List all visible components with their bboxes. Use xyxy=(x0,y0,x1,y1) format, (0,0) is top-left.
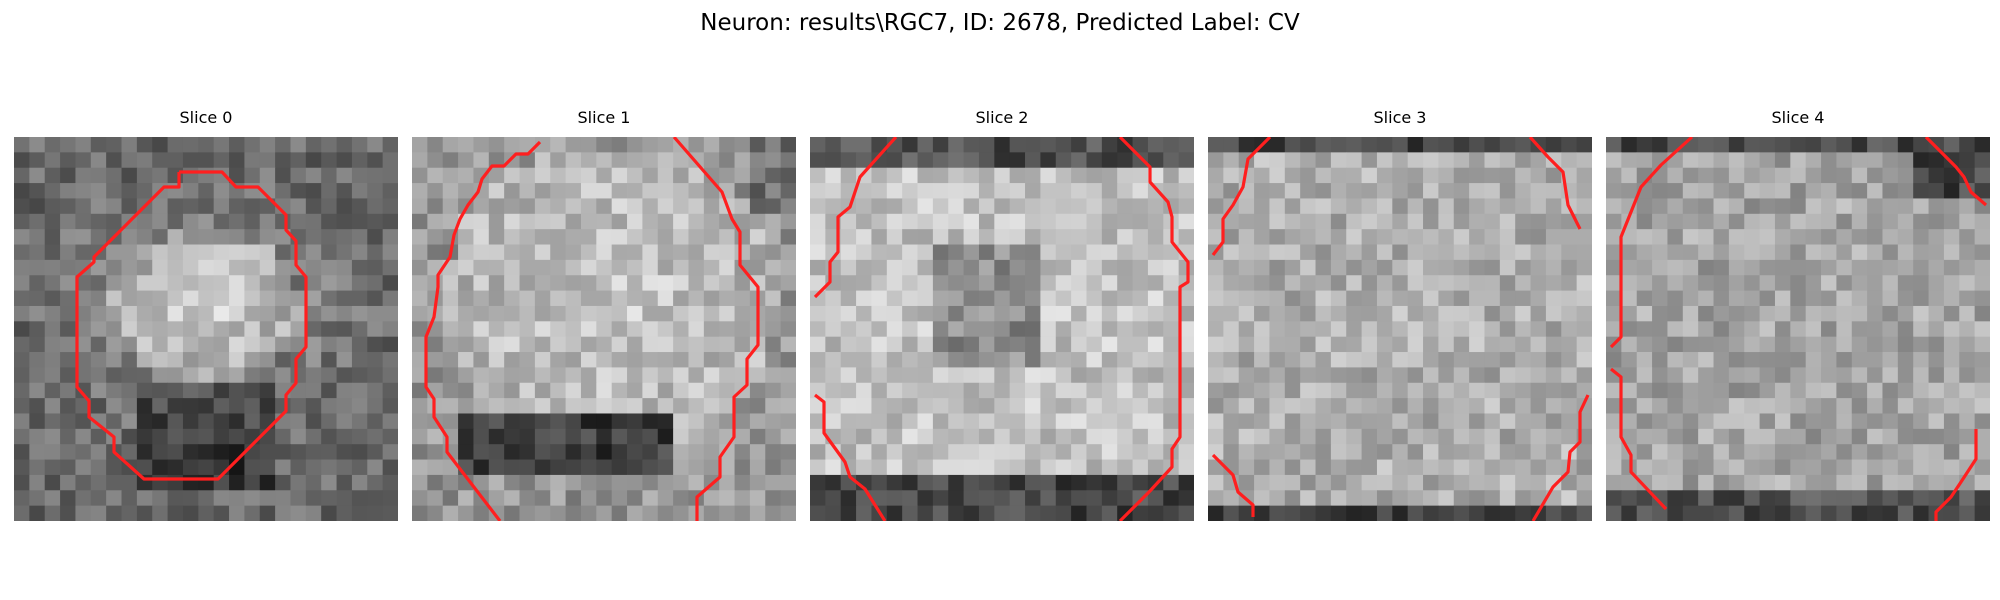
slice-panel-4: Slice 4 xyxy=(1606,108,1990,521)
segmentation-contour-3b xyxy=(1528,137,1582,230)
segmentation-contour-4c xyxy=(1610,367,1668,511)
segmentation-contour-4d xyxy=(1934,429,1978,521)
segmentation-contour-1a xyxy=(424,140,542,521)
grayscale-pixels-3 xyxy=(1208,137,1592,521)
slice-title-0: Slice 0 xyxy=(179,108,233,127)
slice-image-4 xyxy=(1606,137,1990,521)
grayscale-pixels-4 xyxy=(1606,137,1990,521)
segmentation-contour-4a xyxy=(1609,137,1694,349)
slice-panel-1: Slice 1 xyxy=(412,108,796,521)
slice-panel-2: Slice 2 xyxy=(810,108,1194,521)
slice-image-3 xyxy=(1208,137,1592,521)
segmentation-contour-3c xyxy=(1531,394,1590,521)
segmentation-contour-0 xyxy=(75,170,308,481)
grayscale-pixels-2 xyxy=(810,137,1194,521)
slice-image-2 xyxy=(810,137,1194,521)
grayscale-pixels-1 xyxy=(412,137,796,521)
segmentation-contour-1b xyxy=(672,137,760,521)
slice-title-4: Slice 4 xyxy=(1771,108,1825,127)
grayscale-pixels-0 xyxy=(14,137,398,521)
slice-title-1: Slice 1 xyxy=(577,108,631,127)
segmentation-contour-2c xyxy=(1118,137,1190,521)
slice-title-2: Slice 2 xyxy=(975,108,1029,127)
segmentation-contour-4b xyxy=(1924,137,1988,207)
slice-image-0 xyxy=(14,137,398,521)
segmentation-contour-2b xyxy=(814,393,887,521)
segmentation-contour-3d xyxy=(1211,453,1255,517)
slice-image-1 xyxy=(412,137,796,521)
segmentation-contour-3a xyxy=(1211,137,1272,256)
segmentation-contour-2a xyxy=(813,137,898,299)
figure-title: Neuron: results\RGC7, ID: 2678, Predicte… xyxy=(700,10,1300,36)
slice-title-3: Slice 3 xyxy=(1373,108,1427,127)
slice-panel-3: Slice 3 xyxy=(1208,108,1592,521)
slice-panel-0: Slice 0 xyxy=(14,108,398,521)
